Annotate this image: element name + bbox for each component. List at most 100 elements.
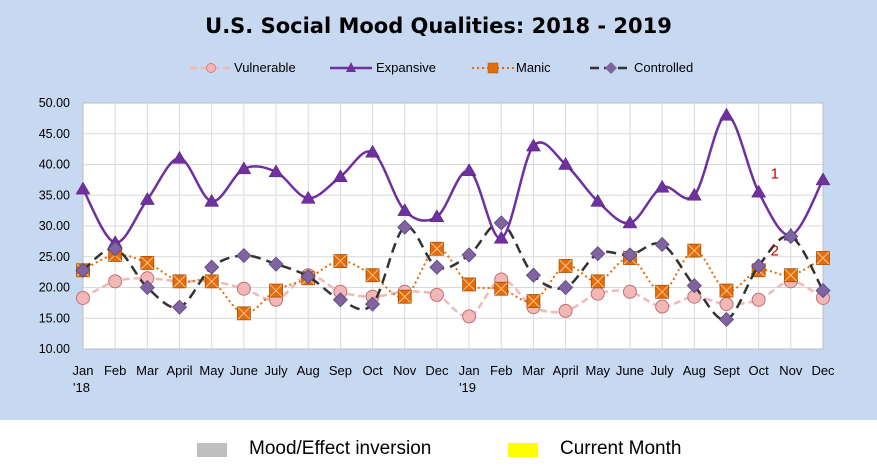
x-tick-label: Jan — [459, 363, 480, 378]
point-expansive — [172, 150, 187, 164]
point-expansive — [590, 193, 606, 207]
legend-label-vulnerable: Vulnerable — [234, 60, 296, 75]
x-tick-label: Aug — [297, 363, 320, 378]
x-tick-label: May — [199, 363, 224, 378]
legend-marker-expansive — [330, 62, 372, 72]
point-controlled — [364, 296, 381, 312]
point-manic — [172, 274, 187, 289]
point-cross — [559, 259, 572, 273]
x-tick-label: April — [167, 363, 193, 378]
bottom-legend: Mood/Effect inversion Current Month — [0, 420, 877, 470]
point-expansive — [365, 144, 381, 158]
x-tick-label: June — [616, 363, 644, 378]
point-cross — [527, 294, 540, 308]
point-expansive — [397, 203, 413, 216]
point-controlled — [204, 259, 220, 275]
x-tick-label: Sep — [329, 363, 352, 378]
point-manic — [462, 277, 476, 292]
point-expansive — [75, 181, 91, 195]
point-vulnerable — [590, 286, 605, 301]
point-manic — [494, 281, 509, 296]
point-cross — [591, 274, 605, 288]
point-expansive — [461, 163, 477, 176]
point-cross — [237, 306, 251, 320]
legend-item-manic: Manic — [470, 58, 580, 78]
current-month-swatch — [508, 443, 538, 457]
point-cross — [687, 244, 701, 257]
point-cross — [269, 284, 283, 297]
x-tick-label: Feb — [490, 363, 512, 378]
point-expansive — [300, 190, 316, 204]
point-cross — [366, 268, 379, 282]
point-manic — [719, 283, 734, 298]
legend-item-expansive: Expansive — [328, 58, 458, 78]
point-expansive — [493, 230, 509, 244]
point-vulnerable — [462, 309, 477, 324]
annotation-label: 2 — [771, 243, 779, 260]
point-expansive — [815, 172, 831, 186]
line-chart: 10.00 15.00 20.00 25.00 30.00 35.00 40.00 45.00… — [39, 96, 835, 395]
point-expansive — [139, 192, 155, 205]
inversion-swatch — [197, 443, 227, 457]
current-month-label: Current Month — [560, 438, 682, 459]
point-expansive — [686, 187, 702, 201]
point-manic — [783, 268, 798, 283]
point-vulnerable — [751, 292, 766, 307]
x-tick-label: Feb — [104, 363, 126, 378]
y-tick-label: 45.00 — [39, 127, 70, 141]
point-controlled — [686, 278, 702, 294]
point-controlled — [171, 299, 188, 315]
point-controlled — [525, 267, 542, 283]
point-vulnerable — [236, 281, 251, 296]
point-vulnerable — [719, 297, 734, 312]
x-tick-label: Oct — [749, 363, 770, 378]
point-vulnerable — [558, 303, 573, 318]
point-cross — [173, 274, 186, 288]
legend-label-expansive: Expansive — [376, 60, 436, 75]
y-tick-label: 50.00 — [39, 96, 70, 110]
point-cross — [398, 290, 412, 304]
point-cross — [784, 268, 798, 282]
point-vulnerable — [655, 299, 670, 314]
plot-border — [82, 102, 824, 350]
y-tick-label: 40.00 — [39, 158, 70, 172]
x-tick-label: July — [264, 363, 288, 378]
point-manic — [140, 255, 155, 270]
legend-label-manic: Manic — [516, 60, 551, 75]
point-controlled — [107, 241, 123, 257]
annotation-label: 1 — [771, 166, 779, 183]
legend-marker-controlled — [590, 62, 632, 74]
point-controlled — [751, 258, 767, 274]
point-expansive — [719, 107, 734, 121]
point-controlled — [622, 247, 638, 263]
y-tick-label: 15.00 — [39, 311, 70, 325]
point-expansive — [654, 179, 670, 193]
point-manic — [204, 274, 219, 289]
x-tick-label: Mar — [136, 363, 159, 378]
point-cross — [205, 274, 219, 288]
x-tick-label: Aug — [683, 363, 706, 378]
x-year-label: '19 — [459, 380, 476, 395]
point-cross — [655, 285, 669, 299]
legend-item-controlled: Controlled — [588, 58, 718, 78]
x-tick-label: May — [586, 363, 611, 378]
point-controlled — [815, 283, 831, 299]
point-controlled — [300, 268, 316, 284]
point-controlled — [558, 279, 574, 296]
bottom-legend-current-month: Current Month — [508, 438, 748, 462]
x-tick-label: April — [553, 363, 579, 378]
y-tick-label: 25.00 — [39, 250, 70, 264]
point-controlled — [332, 292, 348, 308]
point-controlled — [397, 219, 413, 235]
point-manic — [687, 243, 702, 258]
point-cross — [140, 256, 154, 270]
y-tick-label: 30.00 — [39, 219, 70, 233]
x-tick-label: Nov — [393, 363, 417, 378]
legend-label-controlled: Controlled — [634, 60, 694, 75]
legend-item-vulnerable: Vulnerable — [188, 58, 318, 78]
point-manic — [430, 241, 444, 256]
point-controlled — [590, 246, 606, 262]
point-vulnerable — [622, 284, 637, 299]
x-tick-label: July — [651, 363, 675, 378]
x-tick-label: Jan — [73, 363, 94, 378]
